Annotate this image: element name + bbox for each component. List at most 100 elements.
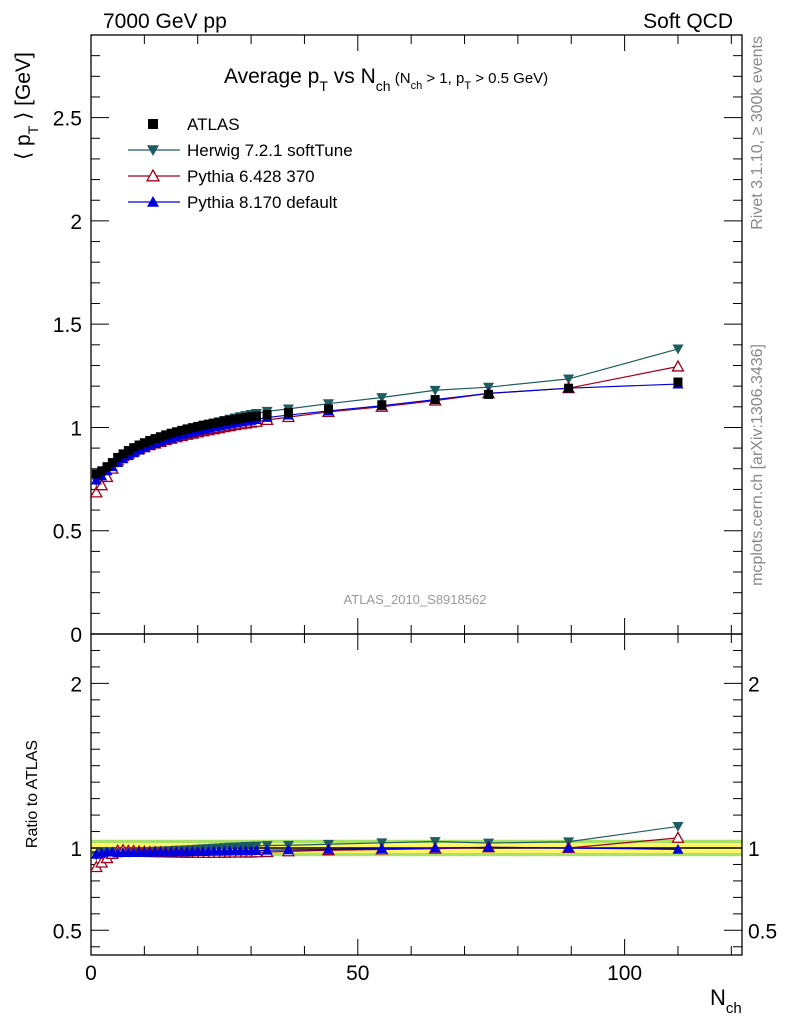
data-point xyxy=(198,420,208,430)
legend-label: Herwig 7.2.1 softTune xyxy=(187,141,353,160)
legend-marker xyxy=(147,196,159,207)
y-tick-label: 1 xyxy=(70,417,82,440)
data-point xyxy=(89,485,103,498)
data-point xyxy=(377,400,387,410)
data-point xyxy=(102,462,112,472)
data-point xyxy=(323,404,333,414)
y-tick-label: 1.5 xyxy=(53,314,82,337)
data-point xyxy=(90,474,102,485)
data-point xyxy=(376,393,388,403)
ratio-tick-label-right: 0.5 xyxy=(748,920,777,943)
ratio-tick-label-right: 2 xyxy=(748,673,760,696)
data-point xyxy=(107,458,117,468)
legend-item: Pythia 8.170 default xyxy=(128,193,338,212)
legend-marker xyxy=(147,145,159,156)
data-point xyxy=(150,434,160,444)
y-axis-label: ⟨ pT ⟩ [GeV] xyxy=(12,52,41,160)
data-point xyxy=(430,395,440,405)
ratio-point xyxy=(282,844,294,855)
rivet-label: Rivet 3.1.10, ≥ 300k events xyxy=(749,36,766,230)
data-point xyxy=(166,428,176,438)
data-point xyxy=(97,466,107,476)
mcplots-label: mcplots.cern.ch [arXiv:1306.3436] xyxy=(749,344,766,586)
data-point xyxy=(235,413,245,423)
y-tick-label: 2.5 xyxy=(53,108,82,131)
ratio-point xyxy=(563,842,575,853)
data-point xyxy=(322,399,334,410)
ratio-point xyxy=(261,844,273,855)
y-tick-label: 2 xyxy=(70,211,82,234)
data-point xyxy=(246,412,256,422)
data-point xyxy=(484,389,494,399)
tick-labels: 00.511.522.50.5 0.51 12 20 50 100 xyxy=(53,108,777,985)
data-point xyxy=(563,374,575,385)
data-point xyxy=(214,417,224,427)
ratio-tick-label-left: 2 xyxy=(70,673,82,696)
data-point xyxy=(283,408,293,418)
data-point xyxy=(129,443,139,453)
ratio-point xyxy=(483,841,495,852)
energy-label: 7000 GeV pp xyxy=(103,10,227,33)
ratio-point xyxy=(671,831,685,843)
ratio-pythia-8-170-default xyxy=(90,841,684,859)
ratio-tick-label-left: 1 xyxy=(70,838,82,861)
data-point xyxy=(155,432,165,442)
ratio-y-axis-label: Ratio to ATLAS xyxy=(24,740,41,848)
data-point xyxy=(187,423,197,433)
ratio-point xyxy=(250,845,262,856)
data-point xyxy=(203,419,213,429)
data-point xyxy=(219,416,229,426)
legend-marker xyxy=(145,168,161,182)
data-point xyxy=(95,478,109,491)
legend-item: ATLAS xyxy=(148,115,240,134)
legend-label: Pythia 6.428 370 xyxy=(187,167,315,186)
data-point xyxy=(564,383,574,393)
ratio-point xyxy=(376,843,388,854)
data-point xyxy=(177,425,187,435)
data-point xyxy=(134,440,144,450)
ratio-series xyxy=(89,822,685,873)
y-tick-label: 0.5 xyxy=(53,521,82,544)
ratio-plot-frame xyxy=(90,633,743,956)
data-series xyxy=(89,344,685,498)
data-point xyxy=(209,418,219,428)
ratio-point xyxy=(322,844,334,854)
category-label: Soft QCD xyxy=(643,10,733,33)
data-point xyxy=(91,469,101,479)
series-herwig-7-2-1-softtune xyxy=(90,344,684,487)
data-point xyxy=(123,446,133,456)
data-point xyxy=(113,452,123,462)
analysis-id: ATLAS_2010_S8918562 xyxy=(344,592,487,607)
legend-label: Pythia 8.170 default xyxy=(187,193,338,212)
ratio-tick-label-left: 0.5 xyxy=(53,920,82,943)
x-tick-label: 0 xyxy=(85,962,97,985)
data-point xyxy=(672,344,684,355)
ratio-point xyxy=(672,822,684,832)
ratio-point xyxy=(429,842,441,853)
data-point xyxy=(182,424,192,434)
x-axis-label: Nch xyxy=(710,985,742,1017)
series-atlas xyxy=(91,377,683,479)
ratio-point xyxy=(672,843,684,854)
data-point xyxy=(225,415,235,425)
data-point xyxy=(193,421,203,431)
series-line xyxy=(95,348,679,482)
data-point xyxy=(671,359,685,372)
data-point xyxy=(251,411,261,421)
data-point xyxy=(171,427,181,437)
data-point xyxy=(429,385,441,396)
data-point xyxy=(145,435,155,445)
data-point xyxy=(241,413,251,423)
legend-item: Pythia 6.428 370 xyxy=(128,167,315,186)
legend-label: ATLAS xyxy=(187,115,240,134)
data-point xyxy=(139,438,149,448)
legend-marker xyxy=(148,119,158,129)
ratio-tick-label-right: 1 xyxy=(748,838,760,861)
data-point xyxy=(673,377,683,387)
x-tick-label: 100 xyxy=(607,962,642,985)
legend: ATLAS Herwig 7.2.1 softTune Pythia 6.428 3… xyxy=(128,115,353,212)
x-tick-label: 50 xyxy=(346,962,369,985)
legend-item: Herwig 7.2.1 softTune xyxy=(128,141,353,160)
data-point xyxy=(230,414,240,424)
